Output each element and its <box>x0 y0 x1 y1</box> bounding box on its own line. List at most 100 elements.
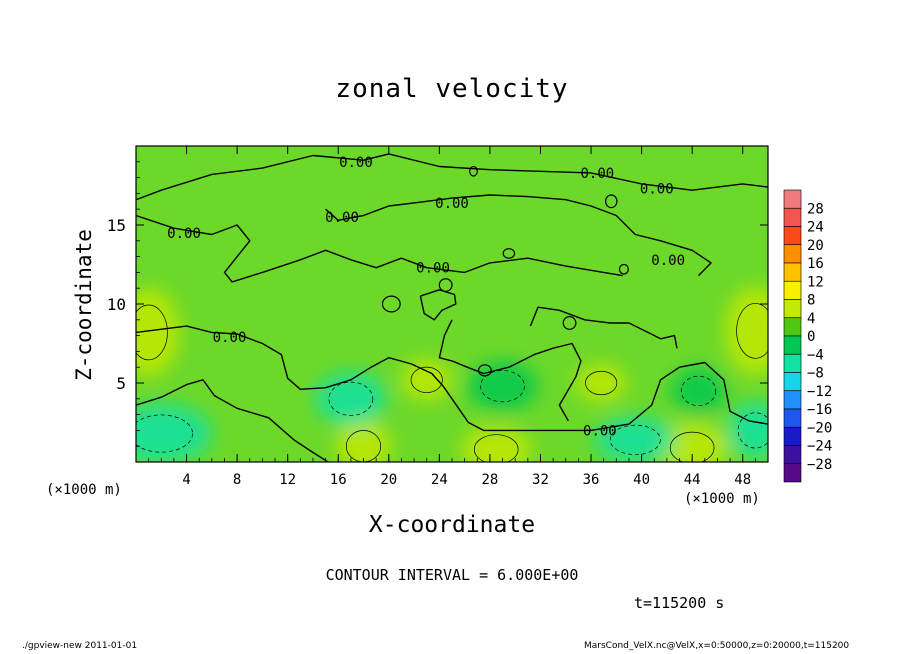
colorbar-label-4: 12 <box>807 274 824 290</box>
colorbar-label-5: 8 <box>807 293 815 309</box>
x-unit-left: (×1000 m) <box>46 482 122 498</box>
zero-contour-2 <box>325 194 712 277</box>
x-tick-label-10: 44 <box>684 472 701 488</box>
field-feature-11 <box>670 367 727 415</box>
contour-lines <box>136 153 768 462</box>
field-feature-1 <box>725 286 768 376</box>
colorbar-label-3: 16 <box>807 256 824 272</box>
zero-contour-1 <box>136 214 623 283</box>
colorbar-swatch-5 <box>783 280 802 300</box>
colorbar-swatch-1 <box>783 207 802 227</box>
x-tick-label-1: 8 <box>233 472 241 488</box>
negative-contour-10 <box>609 424 661 455</box>
negative-contour-8 <box>328 381 374 416</box>
x-tick-label-4: 20 <box>380 472 397 488</box>
positive-contour-4 <box>669 431 715 462</box>
footer-left: ./gpview-new 2011-01-01 <box>22 641 138 651</box>
colorbar-swatch-9 <box>783 353 802 373</box>
positive-contour-6 <box>585 370 618 396</box>
colorbar-swatch-13 <box>783 426 802 446</box>
x-axis-ticks: 4 8 12 16 20 24 28 32 36 40 44 48 <box>148 146 756 488</box>
colorbar-swatch-8 <box>783 335 802 355</box>
colorbar-swatch-3 <box>783 244 802 264</box>
zero-contour-loop-0 <box>381 295 401 313</box>
x-tick-label-6: 28 <box>481 472 498 488</box>
colorbar-label-14: −28 <box>807 457 832 473</box>
colorbar-swatch-12 <box>783 408 802 428</box>
x-tick-label-11: 48 <box>734 472 751 488</box>
x-unit-right: (×1000 m) <box>684 491 760 507</box>
positive-contour-0 <box>136 304 168 361</box>
zero-contour-loop-7 <box>502 248 516 259</box>
colorbar-label-12: −20 <box>807 420 832 436</box>
zero-contour-6 <box>529 306 678 349</box>
x-axis-label: X-coordinate <box>368 512 536 538</box>
chart-title: zonal velocity <box>335 74 569 104</box>
x-tick-label-3: 16 <box>330 472 347 488</box>
positive-contour-3 <box>473 434 519 462</box>
field-feature-6 <box>575 364 627 402</box>
contour-label-6: 0.00 <box>651 253 685 269</box>
field-feature-3 <box>460 425 532 462</box>
y-tick-label-1: 10 <box>107 295 126 314</box>
colorbar-swatch-14 <box>783 445 802 465</box>
positive-contour-5 <box>410 366 443 393</box>
colorbar-swatch-6 <box>783 299 802 319</box>
colorbar-swatch-11 <box>783 390 802 410</box>
contour-labels: 0.00 0.00 0.00 0.00 0.00 0.00 0.00 0.00 0.00 0.00 <box>167 155 685 440</box>
y-axis-ticks: 5 10 15 <box>107 161 768 447</box>
colorbar-swatch-7 <box>783 317 802 337</box>
colorbar-label-0: 28 <box>807 201 824 217</box>
contour-label-8: 0.00 <box>213 330 247 346</box>
field-feature-5 <box>401 359 452 401</box>
contour-label-4: 0.00 <box>325 210 359 226</box>
zero-contour-5 <box>136 379 329 462</box>
colorbar-label-1: 24 <box>807 220 824 236</box>
positive-contour-1 <box>736 303 768 359</box>
zero-contour-loop-1 <box>438 278 453 292</box>
negative-contour-11 <box>680 375 717 406</box>
colorbar-label-13: −24 <box>807 439 832 455</box>
colorbar-swatch-4 <box>783 262 802 282</box>
x-tick-label-8: 36 <box>583 472 600 488</box>
contour-label-0: 0.00 <box>339 155 373 171</box>
zero-contour-3 <box>136 325 768 432</box>
colorbar-swatch-0 <box>783 189 802 209</box>
contour-label-7: 0.00 <box>416 261 450 277</box>
zero-contour-4 <box>438 319 582 422</box>
contour-label-9: 0.00 <box>583 423 617 439</box>
colorbar-swatch-10 <box>783 372 802 392</box>
colorbar-label-8: −4 <box>807 347 824 363</box>
field-feature-7 <box>136 403 212 462</box>
x-tick-label-5: 24 <box>431 472 448 488</box>
x-tick-label-9: 40 <box>633 472 650 488</box>
zero-contour-loop-5 <box>604 194 618 209</box>
zero-contour-0 <box>136 153 768 201</box>
x-tick-label-7: 32 <box>532 472 549 488</box>
colorbar-label-10: −12 <box>807 384 832 400</box>
field-feature-0 <box>136 288 179 377</box>
x-tick-label-0: 4 <box>182 472 190 488</box>
contour-label-5: 0.00 <box>167 226 201 242</box>
zero-contour-loop-3 <box>562 316 577 330</box>
negative-contour-7 <box>136 414 193 453</box>
field-feature-10 <box>594 416 676 462</box>
zero-contour-loop-2 <box>477 364 492 377</box>
zero-contour-loop-4 <box>618 263 629 275</box>
x-tick-label-2: 12 <box>279 472 296 488</box>
colorbar-label-9: −8 <box>807 366 824 382</box>
contour-label-2: 0.00 <box>640 182 674 198</box>
contour-label-3: 0.00 <box>435 196 469 212</box>
y-tick-label-0: 5 <box>116 374 126 393</box>
colorbar-label-2: 20 <box>807 238 824 254</box>
zero-contour-loop-6 <box>469 165 478 177</box>
colorbar: 28 24 20 16 12 8 4 0 −4 −8 −12 −16 −20 −24 −28 <box>783 189 832 483</box>
colorbar-label-6: 4 <box>807 311 815 327</box>
colorbar-label-11: −16 <box>807 402 832 418</box>
time-stamp: t=115200 s <box>634 594 725 612</box>
contour-interval: CONTOUR INTERVAL = 6.000E+00 <box>325 566 579 584</box>
colorbar-swatch-15 <box>783 463 802 483</box>
field-feature-12 <box>727 401 768 459</box>
footer-right: MarsCond_VelX.nc@VelX,x=0:50000,z=0:2000… <box>584 641 850 651</box>
